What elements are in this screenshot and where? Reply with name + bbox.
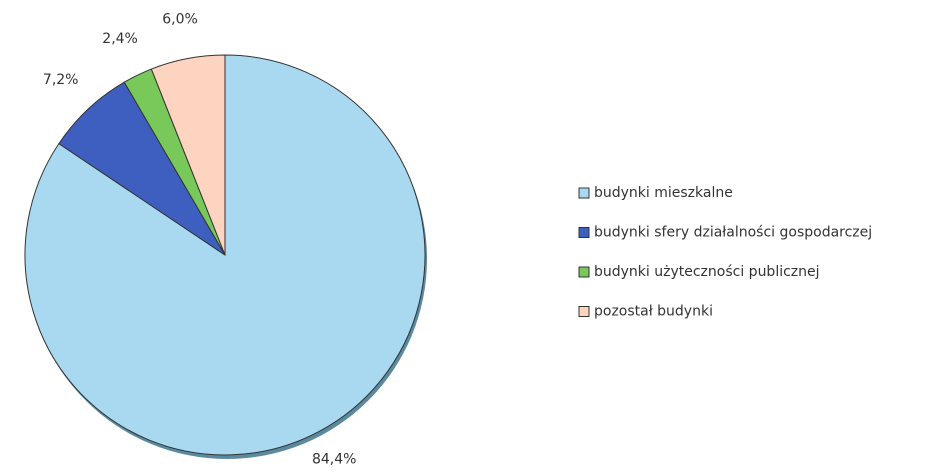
legend-label: budynki mieszkalne <box>594 185 733 201</box>
legend-label: budynki użyteczności publicznej <box>594 264 820 280</box>
legend-swatch <box>578 187 590 199</box>
data-label: 84,4% <box>312 452 356 468</box>
legend-swatch <box>578 306 590 317</box>
data-label: 2,4% <box>102 31 138 47</box>
legend-label: budynki sfery działalności gospodarczej <box>594 225 872 241</box>
pie-slice <box>24 54 426 456</box>
pie: 84,4% 7,2% 2,4% 6,0% <box>24 11 426 468</box>
legend: budynki mieszkalne budynki sfery działaln… <box>578 185 872 320</box>
data-label: 7,2% <box>43 72 79 88</box>
legend-swatch <box>578 227 590 238</box>
pie-slice <box>150 54 226 256</box>
legend-swatch <box>578 266 590 278</box>
data-label: 6,0% <box>162 11 198 27</box>
legend-label: pozostał budynki <box>594 304 713 320</box>
